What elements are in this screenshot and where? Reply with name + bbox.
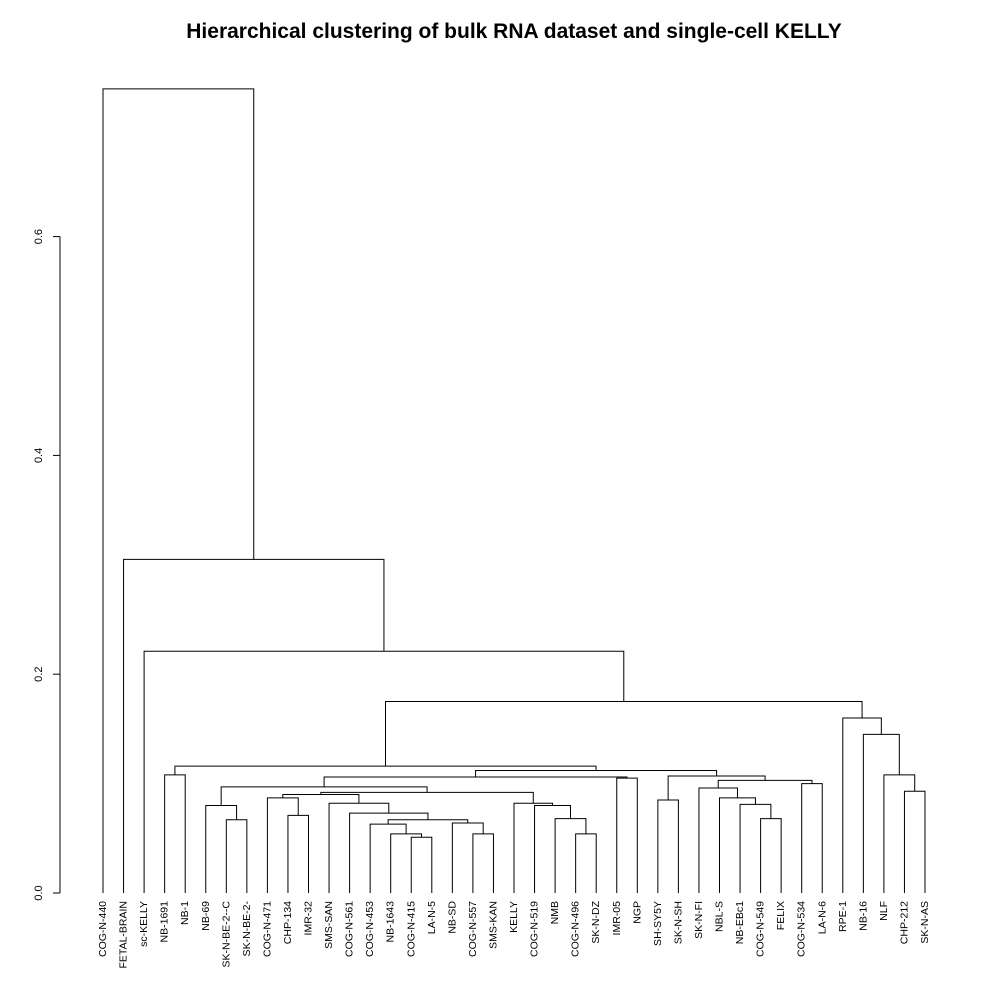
leaf-label: COG-N-557 xyxy=(467,901,479,957)
leaf-label: SH-SY5Y xyxy=(652,901,664,946)
leaf-label: NBL-S xyxy=(714,901,726,932)
leaf-label: SK-N-DZ xyxy=(590,900,602,943)
dendrogram-link xyxy=(143,650,625,893)
y-tick-label: 0.4 xyxy=(33,448,45,463)
dendrogram-link xyxy=(554,818,587,893)
leaf-label: NB-1691 xyxy=(159,901,171,943)
leaf-label: NB-1643 xyxy=(385,901,397,943)
dendrogram-link xyxy=(385,701,863,767)
dendrogram-link xyxy=(102,88,255,893)
dendrogram-link xyxy=(328,802,390,893)
dendrogram-link xyxy=(760,818,782,893)
leaf-label: COG-N-561 xyxy=(344,901,356,957)
leaf-labels: COG-N-440 FETAL-BRAIN sc-KELLY NB-1691 NB-1 N… xyxy=(97,900,931,968)
leaf-label: IMR-05 xyxy=(611,901,623,936)
y-tick-label: 0.2 xyxy=(33,667,45,682)
dendrogram-link xyxy=(410,836,433,893)
dendrogram-link xyxy=(719,797,756,893)
dendrogram-link xyxy=(883,774,916,893)
leaf-label: NMB xyxy=(549,901,561,924)
leaf-label: RPE-1 xyxy=(837,901,849,932)
leaf-label: SK-N-AS xyxy=(919,901,931,944)
leaf-label: COG-N-453 xyxy=(364,901,376,957)
dendrogram-link xyxy=(903,790,926,893)
dendrogram-link xyxy=(123,558,385,893)
leaf-label: FETAL-BRAIN xyxy=(118,901,130,968)
dendrogram-link xyxy=(164,774,186,893)
leaf-label: LA-N-6 xyxy=(816,901,828,934)
leaf-label: CHP-212 xyxy=(898,901,910,944)
leaf-label: COG-N-549 xyxy=(755,901,767,957)
dendrogram-link xyxy=(320,791,534,804)
dendrogram-link xyxy=(513,802,554,893)
dendrogram-link xyxy=(657,799,679,893)
leaf-label: SMS-SAN xyxy=(323,901,335,949)
dendrogram-link xyxy=(575,833,597,893)
y-tick-label: 0.0 xyxy=(33,885,45,900)
leaf-label: SK-N-SH xyxy=(672,901,684,944)
leaf-label: NB-69 xyxy=(200,901,212,931)
leaf-label: SK-N-BE-2- xyxy=(241,901,253,957)
dendrogram-link xyxy=(205,804,238,893)
leaf-label: CHP-134 xyxy=(282,901,294,944)
dendrogram-link xyxy=(323,776,628,787)
leaf-label: IMR-32 xyxy=(303,901,315,936)
leaf-label: SK-N-BE-2--C xyxy=(220,901,232,968)
y-axis: 0.0 0.2 0.4 0.6 xyxy=(33,229,61,901)
leaf-label: NB-SD xyxy=(446,901,458,934)
leaf-label: sc-KELLY xyxy=(138,901,150,947)
leaf-label: NGP xyxy=(631,901,643,924)
leaf-label: COG-N-415 xyxy=(405,901,417,957)
leaf-label: SK-N-FI xyxy=(693,901,705,939)
dendrogram-link xyxy=(616,777,638,893)
dendrogram-link xyxy=(862,733,900,893)
leaf-label: COG-N-534 xyxy=(796,901,808,957)
dendrogram-link xyxy=(282,794,360,804)
leaf-label: NB-16 xyxy=(857,901,869,931)
leaf-label: COG-N-471 xyxy=(261,901,273,957)
dendrogram-link xyxy=(842,717,882,893)
dendrogram-link xyxy=(390,833,423,893)
dendrogram-link xyxy=(739,803,772,893)
leaf-label: COG-N-496 xyxy=(570,901,582,957)
leaf-label: FELIX xyxy=(775,901,787,930)
dendrogram-link xyxy=(287,814,309,893)
leaf-label: COG-N-440 xyxy=(97,901,109,957)
dendrogram-link xyxy=(220,786,428,806)
leaf-label: SMS-KAN xyxy=(487,901,499,949)
y-tick-label: 0.6 xyxy=(33,229,45,244)
dendrogram-link xyxy=(349,812,429,893)
dendrogram-link xyxy=(717,779,813,788)
dendrogram-links xyxy=(102,88,926,893)
dendrogram-link xyxy=(698,787,738,893)
leaf-label: KELLY xyxy=(508,901,520,933)
leaf-label: LA-N-5 xyxy=(426,901,438,934)
leaf-label: NB-EBc1 xyxy=(734,901,746,944)
chart-title: Hierarchical clustering of bulk RNA data… xyxy=(186,20,841,43)
dendrogram-link xyxy=(266,797,299,893)
dendrogram-link xyxy=(801,783,823,893)
leaf-label: COG-N-519 xyxy=(529,901,541,957)
leaf-label: NLF xyxy=(878,901,890,921)
dendrogram-link xyxy=(472,833,494,893)
leaf-label: NB-1 xyxy=(179,901,191,925)
dendrogram-link xyxy=(225,819,248,893)
